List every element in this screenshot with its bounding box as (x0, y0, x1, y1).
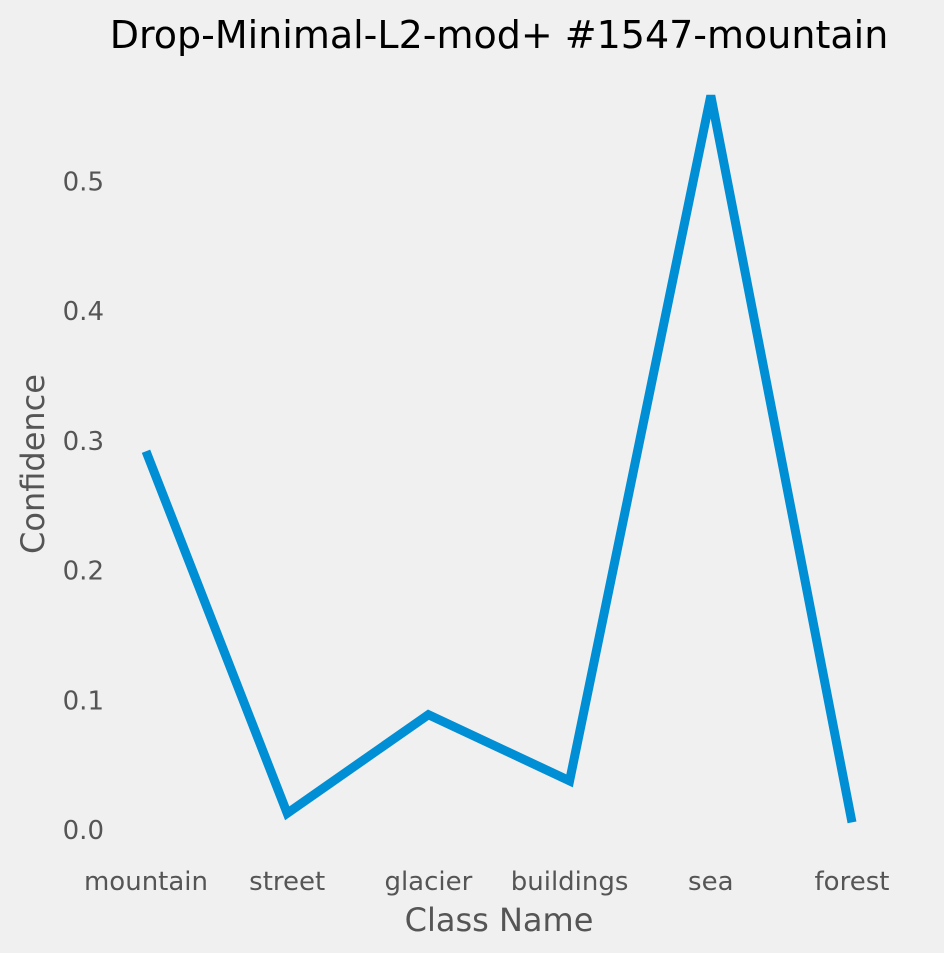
y-axis-label: Confidence (14, 374, 52, 554)
x-tick-label: mountain (84, 867, 208, 897)
x-tick-label: street (249, 867, 325, 897)
x-axis-label: Class Name (405, 901, 594, 939)
x-tick-label: buildings (511, 867, 629, 897)
chart-title: Drop-Minimal-L2-mod+ #1547-mountain (110, 13, 889, 57)
series-line (141, 94, 857, 824)
y-tick-label: 0.0 (63, 816, 104, 846)
y-axis-ticks: 0.0 0.1 0.2 0.3 0.4 0.5 (63, 167, 104, 846)
y-tick-label: 0.5 (63, 167, 104, 197)
x-axis-ticks: mountain street glacier buildings sea forest (84, 867, 889, 897)
y-tick-label: 0.1 (63, 686, 104, 716)
x-tick-label: sea (688, 867, 733, 897)
y-tick-label: 0.2 (63, 557, 104, 587)
x-tick-label: glacier (384, 867, 472, 897)
y-tick-label: 0.3 (63, 427, 104, 457)
y-tick-label: 0.4 (63, 297, 104, 327)
x-tick-label: forest (815, 867, 890, 897)
